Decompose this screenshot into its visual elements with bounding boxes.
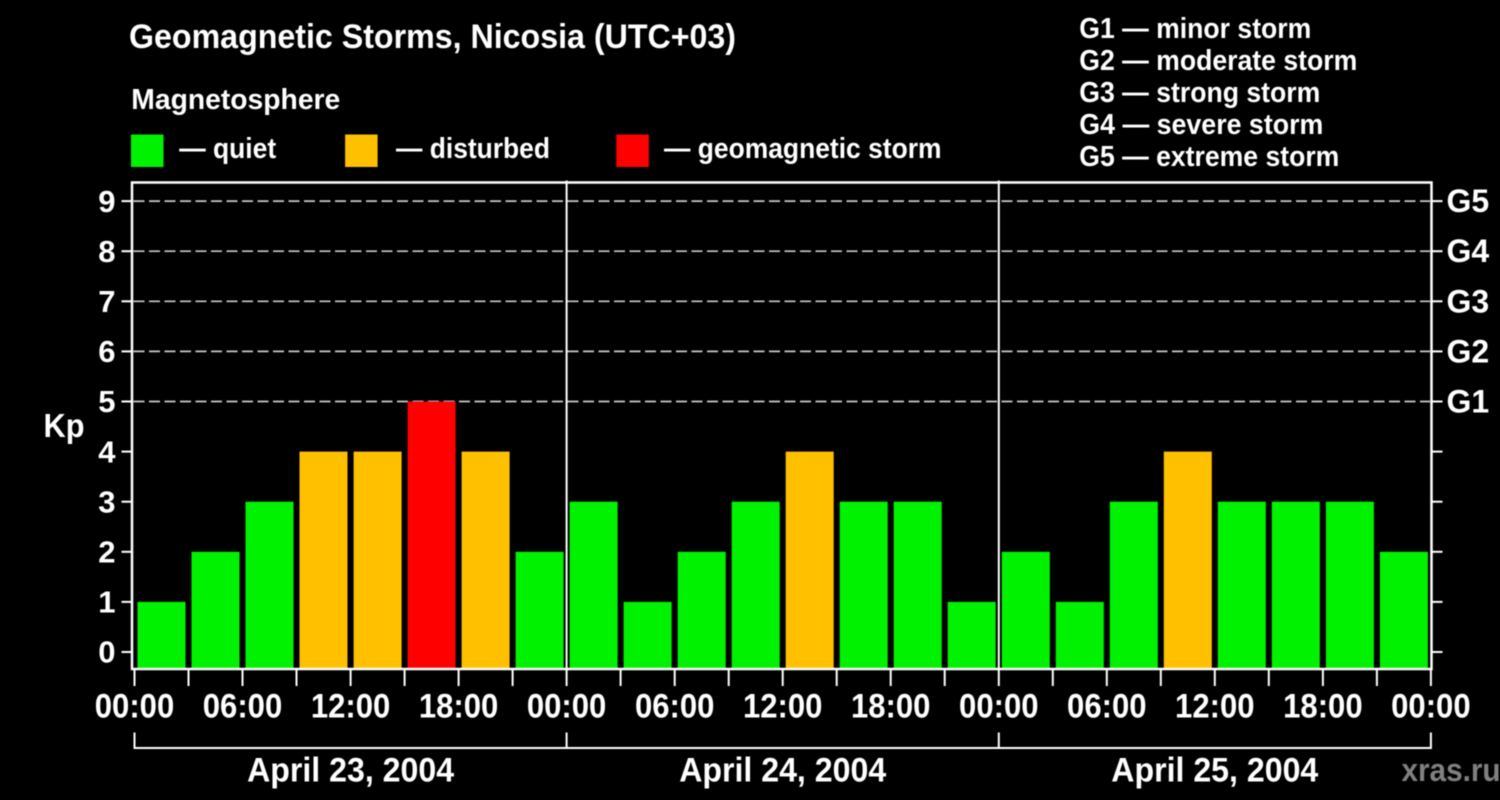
svg-text:00:00: 00:00 [959, 688, 1039, 726]
svg-text:7: 7 [98, 284, 115, 319]
svg-text:G3: G3 [1447, 283, 1490, 319]
svg-text:18:00: 18:00 [851, 688, 931, 726]
svg-text:06:00: 06:00 [635, 688, 715, 726]
svg-text:April 24, 2004: April 24, 2004 [679, 752, 886, 790]
svg-text:12:00: 12:00 [1175, 688, 1255, 726]
svg-text:5: 5 [98, 384, 115, 419]
svg-text:00:00: 00:00 [95, 688, 175, 726]
svg-text:April 23, 2004: April 23, 2004 [247, 752, 454, 790]
svg-text:Magnetosphere: Magnetosphere [131, 84, 340, 116]
svg-text:G4: G4 [1447, 233, 1490, 269]
svg-text:Geomagnetic Storms, Nicosia (U: Geomagnetic Storms, Nicosia (UTC+03) [129, 18, 736, 56]
svg-text:G1: G1 [1447, 384, 1490, 420]
svg-text:06:00: 06:00 [203, 688, 283, 726]
svg-text:4: 4 [98, 434, 116, 469]
svg-text:G1 — minor storm: G1 — minor storm [1079, 13, 1311, 45]
svg-text:— disturbed: — disturbed [396, 133, 550, 165]
svg-text:G4 — severe storm: G4 — severe storm [1079, 109, 1323, 141]
svg-text:G2: G2 [1447, 333, 1490, 369]
svg-text:12:00: 12:00 [311, 688, 391, 726]
svg-text:G5 — extreme storm: G5 — extreme storm [1079, 141, 1339, 173]
svg-text:— quiet: — quiet [179, 133, 276, 165]
svg-text:18:00: 18:00 [1283, 688, 1363, 726]
svg-text:April 25, 2004: April 25, 2004 [1111, 752, 1318, 790]
svg-text:8: 8 [98, 234, 115, 269]
svg-text:0: 0 [98, 635, 115, 670]
svg-text:3: 3 [98, 484, 115, 519]
svg-text:xras.ru: xras.ru [1402, 752, 1500, 788]
svg-text:6: 6 [98, 334, 115, 369]
svg-text:00:00: 00:00 [527, 688, 607, 726]
svg-text:1: 1 [98, 585, 115, 620]
svg-text:2: 2 [98, 535, 115, 570]
svg-text:G5: G5 [1447, 183, 1490, 219]
svg-text:18:00: 18:00 [419, 688, 499, 726]
svg-text:06:00: 06:00 [1067, 688, 1147, 726]
svg-text:Kp: Kp [44, 408, 85, 445]
svg-text:00:00: 00:00 [1391, 688, 1471, 726]
svg-text:— geomagnetic storm: — geomagnetic storm [664, 133, 942, 165]
svg-text:G3 — strong storm: G3 — strong storm [1079, 77, 1320, 109]
svg-text:G2 — moderate storm: G2 — moderate storm [1079, 45, 1357, 77]
svg-text:12:00: 12:00 [743, 688, 823, 726]
svg-text:9: 9 [98, 184, 115, 219]
